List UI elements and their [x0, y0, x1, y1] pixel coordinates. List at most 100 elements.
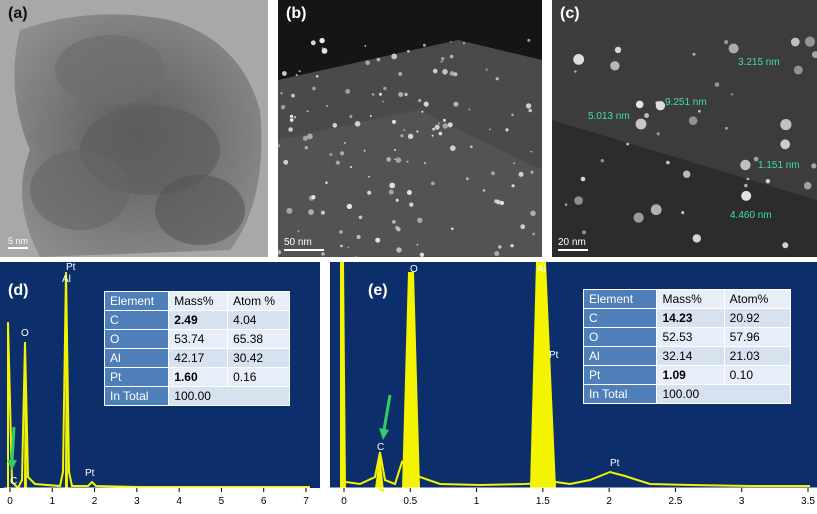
nanoparticle [780, 139, 791, 150]
scale-text-a: 5 nm [8, 236, 29, 246]
nanoparticle [416, 130, 419, 133]
nanoparticle [462, 42, 466, 45]
nanoparticle [369, 115, 372, 117]
nanoparticle [392, 119, 396, 124]
nanoparticle [530, 150, 533, 153]
nanoparticle [485, 68, 488, 71]
nanoparticle [741, 190, 752, 201]
nanoparticle [803, 181, 812, 190]
nanoparticle [389, 182, 396, 189]
th-element-d: Element [103, 291, 170, 311]
nanoparticle [368, 175, 371, 178]
nanoparticle [692, 234, 701, 243]
nanoparticle [450, 145, 456, 151]
nanoparticle [432, 127, 435, 131]
nanoparticle [498, 245, 502, 249]
x-tick-label: 0.5 [403, 496, 417, 507]
nanoparticle [289, 118, 294, 122]
nanoparticle [407, 133, 414, 139]
row-el-d: Al [103, 348, 170, 368]
nanoparticle [308, 209, 314, 215]
nanoparticle [345, 89, 351, 94]
x-tick-label: 7 [303, 496, 309, 507]
th-atom-e: Atom% [723, 289, 792, 309]
x-tick-label: 0 [7, 496, 13, 507]
row-el-e: Pt [582, 365, 658, 385]
nanoparticle [564, 203, 568, 207]
row-atom-e: 0.10 [723, 365, 792, 385]
x-tick-label: 1.5 [536, 496, 550, 507]
nanoparticle [326, 105, 329, 107]
nanoparticle [346, 203, 353, 210]
nanoparticle [744, 183, 748, 188]
nanoparticle [422, 43, 426, 47]
nanoparticle [782, 242, 789, 249]
nanoparticle [633, 212, 644, 223]
measurement-3: 5.013 nm [588, 111, 630, 122]
arrow-e [382, 394, 392, 431]
nanoparticle [418, 98, 422, 103]
nanoparticle [470, 145, 473, 149]
nanoparticle [406, 160, 409, 163]
row-mass-e: 52.53 [656, 327, 725, 347]
row-mass-e: 1.09 [656, 365, 725, 385]
nanoparticle [280, 105, 286, 110]
nanoparticle [417, 217, 423, 223]
nanoparticle [421, 110, 424, 113]
panel-label-d: (d) [8, 282, 29, 299]
nanoparticle [650, 204, 662, 216]
peak-label-al-e: Al [537, 264, 546, 275]
arrow-d [10, 426, 16, 463]
nanoparticle [339, 230, 343, 234]
nanoparticle [288, 127, 293, 132]
x-tick-label: 3.5 [801, 496, 815, 507]
nanoparticle [491, 171, 495, 176]
nanoparticle [530, 170, 534, 174]
nanoparticle [451, 227, 454, 230]
nanoparticle [388, 189, 394, 195]
nanoparticle [400, 134, 404, 138]
nanoparticle [343, 141, 346, 144]
row-mass-e: 32.14 [656, 346, 725, 366]
nanoparticle [753, 156, 759, 162]
nanoparticle [442, 69, 448, 75]
nanoparticle [349, 115, 353, 118]
panel-label-c: (c) [560, 5, 580, 22]
x-ticks-d: 0 1 2 3 4 5 6 7 [7, 488, 309, 507]
row-el-e: O [582, 327, 658, 347]
scale-bar-b: 50 nm [284, 237, 324, 251]
nanoparticle [325, 181, 328, 184]
nanoparticle [304, 146, 308, 150]
nanoparticle [407, 49, 410, 53]
row-mass-d: 2.49 [168, 310, 229, 330]
nanoparticle [714, 82, 720, 87]
element-table-e: Element Mass% Atom% C 14.23 20.92 O 52.53 57… [582, 289, 792, 404]
row-el-e: C [582, 308, 658, 328]
row-atom-d: 30.42 [227, 348, 290, 368]
nanoparticle [746, 177, 750, 181]
nanoparticle [600, 159, 604, 163]
nanoparticle [398, 72, 403, 76]
nanoparticle [573, 54, 585, 65]
arrow-head-e [379, 428, 389, 440]
nanoparticle [447, 122, 453, 128]
nanoparticle [449, 54, 454, 59]
nanoparticle [302, 135, 308, 141]
nanoparticle [329, 153, 333, 156]
panel-label-e: (e) [368, 282, 388, 299]
panel-label-a: (a) [8, 5, 28, 22]
nanoparticle [375, 237, 381, 243]
nanoparticle [688, 116, 698, 125]
nanoparticle [335, 160, 340, 165]
nanoparticle [581, 230, 587, 235]
nanoparticle [482, 189, 486, 192]
nanoparticle [438, 131, 443, 136]
nanoparticle [666, 160, 670, 165]
nanoparticle [655, 101, 660, 105]
eds-spectrum-d: O Pt Al Pt C 0 1 2 3 4 5 6 7 (d) Element Mass% … [0, 262, 320, 514]
nanoparticle [635, 100, 644, 109]
scale-text-c: 20 nm [558, 237, 586, 248]
nanoparticle [432, 68, 438, 74]
nanoparticle [683, 170, 691, 178]
nanoparticle [282, 71, 287, 76]
